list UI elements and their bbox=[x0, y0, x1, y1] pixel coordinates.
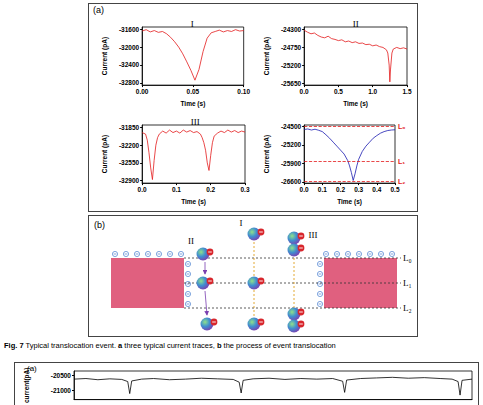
svg-text:L₀: L₀ bbox=[403, 253, 412, 263]
svg-text:-31850: -31850 bbox=[119, 124, 140, 131]
svg-text:current(pA): current(pA) bbox=[23, 367, 30, 403]
svg-text:1.0: 1.0 bbox=[368, 88, 377, 95]
svg-text:III: III bbox=[309, 230, 318, 240]
svg-text:-25200: -25200 bbox=[281, 141, 302, 148]
html-text:(a): (a) bbox=[93, 5, 104, 15]
svg-text:(b): (b) bbox=[94, 220, 105, 230]
svg-text:L₀: L₀ bbox=[398, 123, 405, 130]
svg-text:Time (s): Time (s) bbox=[343, 100, 368, 108]
svg-text:0.10: 0.10 bbox=[237, 88, 250, 95]
svg-text:Time (s): Time (s) bbox=[337, 198, 362, 206]
svg-text:0.0: 0.0 bbox=[300, 88, 309, 95]
svg-text:-25900: -25900 bbox=[281, 160, 302, 167]
svg-text:II: II bbox=[188, 236, 194, 246]
svg-text:-32900: -32900 bbox=[119, 177, 140, 184]
svg-text:0.05: 0.05 bbox=[187, 88, 200, 95]
html-text:(a): (a) bbox=[27, 364, 37, 373]
svg-text:I: I bbox=[240, 218, 243, 228]
svg-text:-21000: -21000 bbox=[51, 387, 72, 394]
svg-text:II: II bbox=[353, 19, 359, 29]
svg-text:-24300: -24300 bbox=[281, 26, 302, 33]
svg-text:0.0: 0.0 bbox=[300, 186, 309, 193]
svg-text:-20500: -20500 bbox=[51, 372, 72, 379]
svg-text:L₁: L₁ bbox=[398, 158, 405, 165]
svg-text:-32200: -32200 bbox=[119, 142, 140, 149]
svg-text:Current (pA): Current (pA) bbox=[263, 37, 271, 75]
svg-text:-24500: -24500 bbox=[281, 123, 302, 130]
svg-text:Current (pA): Current (pA) bbox=[263, 135, 271, 173]
svg-text:-26600: -26600 bbox=[281, 178, 302, 185]
svg-text:-31600: -31600 bbox=[119, 26, 140, 33]
svg-text:0.3: 0.3 bbox=[354, 186, 363, 193]
svg-text:0.2: 0.2 bbox=[206, 186, 215, 193]
svg-text:L₁: L₁ bbox=[403, 278, 412, 288]
svg-text:0.3: 0.3 bbox=[240, 186, 249, 193]
svg-text:I: I bbox=[191, 19, 194, 29]
svg-text:Current (pA): Current (pA) bbox=[101, 135, 109, 173]
svg-text:0.4: 0.4 bbox=[372, 186, 381, 193]
svg-text:0.5: 0.5 bbox=[390, 186, 399, 193]
svg-text:0.2: 0.2 bbox=[336, 186, 345, 193]
svg-text:L₂: L₂ bbox=[398, 178, 405, 185]
svg-text:Current (pA): Current (pA) bbox=[101, 37, 109, 75]
svg-text:-32000: -32000 bbox=[119, 44, 140, 51]
svg-text:0.1: 0.1 bbox=[172, 186, 181, 193]
svg-text:-25200: -25200 bbox=[281, 62, 302, 69]
html-text:Fig. 7 Typical translocation e: Fig. 7 Typical translocation event. a th… bbox=[4, 341, 336, 350]
svg-text:1.5: 1.5 bbox=[402, 88, 411, 95]
svg-text:0.00: 0.00 bbox=[136, 88, 149, 95]
svg-text:Time (s): Time (s) bbox=[181, 198, 206, 206]
svg-text:0.1: 0.1 bbox=[318, 186, 327, 193]
svg-text:-32550: -32550 bbox=[119, 159, 140, 166]
svg-text:-25650: -25650 bbox=[281, 80, 302, 87]
svg-text:L₂: L₂ bbox=[403, 303, 412, 313]
svg-text:0.0: 0.0 bbox=[138, 186, 147, 193]
svg-text:0.5: 0.5 bbox=[334, 88, 343, 95]
svg-text:-32400: -32400 bbox=[119, 61, 140, 68]
svg-text:Time (s): Time (s) bbox=[181, 100, 206, 108]
svg-text:-32800: -32800 bbox=[119, 79, 140, 86]
svg-text:III: III bbox=[191, 117, 200, 127]
svg-text:-24750: -24750 bbox=[281, 44, 302, 51]
